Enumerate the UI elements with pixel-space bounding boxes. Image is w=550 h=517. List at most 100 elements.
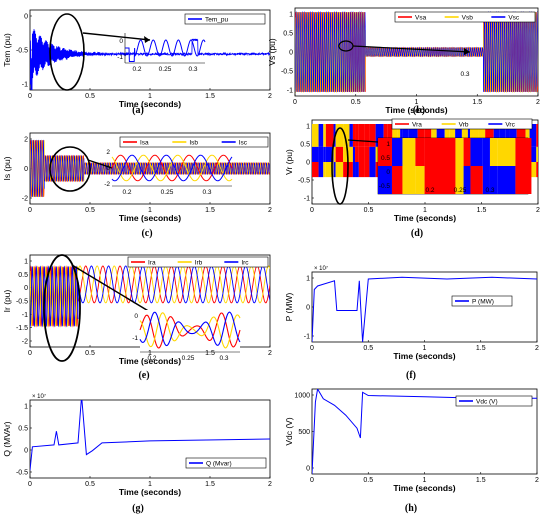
pwm-segment (312, 146, 319, 162)
x-tick-label: 0.5 (364, 207, 374, 214)
inset-x-tick: 0.3 (485, 187, 494, 194)
panel-caption: (c) (141, 228, 152, 239)
inset-line (139, 311, 241, 347)
zoom-ellipse (49, 13, 85, 91)
x-tick-label: 2 (268, 481, 272, 488)
pwm-segment (493, 124, 500, 147)
x-tick-label: 1 (415, 99, 419, 106)
legend-entry: Isc (239, 140, 248, 147)
x-tick-label: 2 (536, 207, 540, 214)
zoom-arrow (71, 264, 161, 319)
pwm-segment (318, 124, 324, 147)
inset-pwm-segment (455, 138, 464, 166)
legend-box (394, 11, 536, 23)
y-axis-label: Tem (pu) (2, 33, 12, 67)
inset-pwm-segment (482, 138, 490, 166)
pwm-segment (509, 124, 517, 147)
inset-y-tick: 0 (386, 169, 390, 176)
inset-pwm-segment (402, 166, 416, 194)
pwm-segment (355, 162, 359, 178)
pwm-segment (467, 124, 470, 147)
zoom-ellipse (331, 127, 349, 205)
y-tick-label: 1 (306, 124, 310, 131)
pwm-segment (369, 146, 376, 162)
y-tick-label: -1 (22, 82, 28, 89)
y-tick-label: -1 (287, 88, 293, 95)
legend-entry: Isb (189, 140, 198, 147)
pwm-segment (352, 162, 356, 178)
pwm-segment (323, 146, 326, 162)
x-tick-label: 1.5 (205, 93, 215, 100)
inset-x-tick: 0.25 (161, 189, 174, 196)
pwm-segment (536, 162, 538, 178)
pwm-segment (499, 124, 506, 147)
pwm-segment (318, 162, 324, 178)
pwm-segment (375, 124, 384, 147)
pwm-segment (335, 162, 344, 178)
inset-y-tick: 0 (119, 38, 123, 45)
y-tick-label: 1 (306, 276, 310, 283)
panel-caption: (g) (132, 503, 144, 514)
series-line-g (30, 400, 270, 471)
legend-entry: Isa (140, 140, 149, 147)
inset-x-tick: 0.2 (425, 187, 434, 194)
y-axis-label: Ir (pu) (2, 289, 12, 312)
x-tick-label: 0.5 (351, 99, 361, 106)
inset-pwm-segment (439, 166, 456, 194)
legend-box (127, 256, 269, 268)
pwm-segment (349, 124, 353, 147)
panel-b: 0 0.5 1 1.5 2 1 0.5 0 -0.5 -1 Time (seconds) Vs (pu… (267, 7, 540, 116)
pwm-segment (335, 124, 344, 147)
legend-entry: Vdc (V) (476, 399, 498, 406)
x-tick-label: 0.5 (85, 481, 95, 488)
x-tick-label: 1 (423, 345, 427, 352)
pwm-segment (325, 124, 334, 147)
x-tick-label: 0 (28, 93, 32, 100)
series-line-f (312, 276, 537, 342)
y-tick-label: -1.5 (16, 325, 28, 332)
y-tick-label: 1000 (294, 393, 310, 400)
panel-caption: (a) (132, 105, 144, 116)
legend-box (119, 136, 269, 148)
pwm-segment (478, 124, 486, 147)
x-tick-label: 0.5 (85, 207, 95, 214)
panel-caption: (b) (413, 105, 425, 116)
inset-line (139, 312, 241, 349)
x-tick-label: 1.5 (205, 350, 215, 357)
zoom-arrow (87, 159, 113, 169)
series-line-ir-1 (30, 265, 270, 328)
y-axis-label: Q (MVAr) (2, 421, 12, 456)
legend-entry: Vrc (505, 122, 515, 129)
series-line-tem (30, 29, 270, 90)
pwm-segment (333, 162, 336, 178)
pwm-segment (318, 146, 324, 162)
pwm-segment (358, 146, 365, 162)
y-tick-label: -2 (22, 339, 28, 346)
pwm-segment (364, 162, 370, 178)
x-tick-label: 2 (268, 350, 272, 357)
x-tick-label: 2 (535, 477, 539, 484)
x-tick-label: 0.5 (85, 93, 95, 100)
pwm-segment (536, 146, 538, 162)
pwm-segment (505, 124, 510, 147)
pwm-segment (343, 146, 350, 162)
legend-entry: Tem_pu (205, 17, 229, 24)
x-axis-label: Time (seconds) (393, 351, 455, 361)
panel-caption: (f) (406, 370, 416, 381)
inset-pwm-segment (482, 166, 490, 194)
x-tick-label: 1.5 (476, 345, 486, 352)
pwm-segment (335, 146, 344, 162)
legend-box (455, 395, 533, 407)
inset-pwm-segment (402, 138, 416, 166)
inset-y-tick: 0 (134, 313, 138, 320)
axis-multiplier: × 10⁷ (314, 265, 328, 272)
inset-y-tick: 1 (386, 141, 390, 148)
x-tick-label: 1 (148, 207, 152, 214)
x-tick-label: 1 (423, 477, 427, 484)
pwm-segment (529, 162, 537, 178)
x-tick-label: 1 (148, 481, 152, 488)
